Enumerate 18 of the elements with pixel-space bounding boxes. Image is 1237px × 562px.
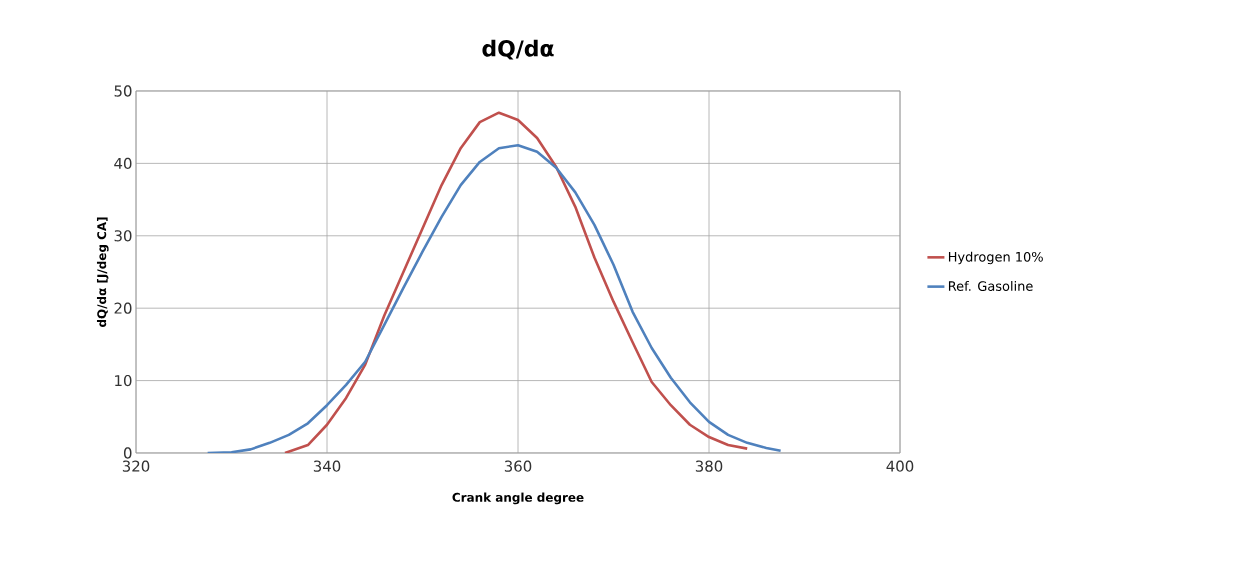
y-tick-label: 10 (115, 374, 132, 387)
line-series (283, 111, 749, 453)
x-tick-label: 340 (313, 460, 341, 472)
y-tick-label: 20 (114, 302, 132, 314)
line-series (206, 143, 782, 453)
x-tick-label: 360 (504, 460, 532, 472)
legend-label: Ref. Gasoline (948, 280, 1033, 291)
x-tick-label: 400 (886, 460, 914, 472)
y-tick-label: 0 (123, 447, 132, 459)
x-tick-label: 380 (695, 460, 723, 472)
y-tick-label: 30 (114, 230, 132, 242)
chart-title: dQ/dα (482, 39, 554, 60)
x-axis-title: Crank angle degree (452, 492, 584, 505)
legend-label: Hydrogen 10% (948, 251, 1043, 265)
y-axis-title: dQ/dα [J/deg CA] (96, 217, 109, 328)
y-tick-label: 50 (114, 85, 132, 97)
x-tick-label: 320 (122, 460, 150, 472)
y-tick-label: 40 (114, 157, 132, 170)
